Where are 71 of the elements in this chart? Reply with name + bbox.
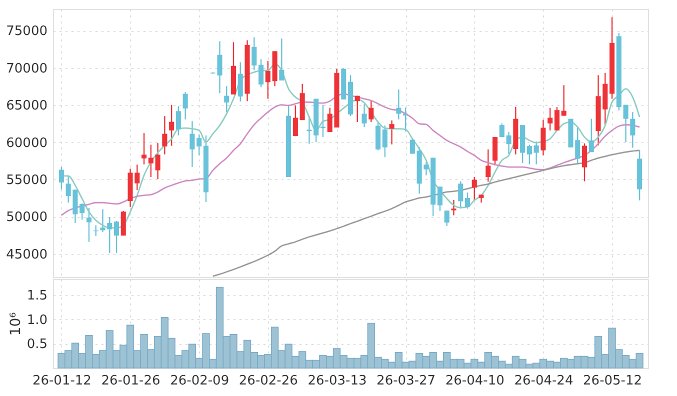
candlestick [389, 120, 394, 146]
candlestick [623, 104, 628, 143]
x-tick-label: 26-04-10 [445, 374, 504, 388]
y-tick-label: 0.5 [26, 337, 48, 352]
x-tick-label: 26-03-27 [376, 374, 436, 388]
candlestick [376, 121, 381, 151]
candlestick [148, 144, 154, 178]
candlestick [554, 106, 560, 132]
candlestick [58, 166, 64, 190]
candlestick [464, 192, 470, 210]
candlestick [582, 142, 588, 182]
candlestick [169, 104, 174, 146]
candlestick [182, 92, 188, 120]
candlestick [396, 88, 402, 120]
candlestick [588, 118, 594, 153]
candlestick [437, 186, 442, 212]
candlestick [362, 104, 367, 128]
candlestick [190, 120, 195, 168]
candlestick [238, 62, 243, 102]
candlestick [120, 210, 126, 236]
candlestick [80, 202, 85, 220]
candlestick [155, 142, 160, 180]
candlestick [548, 107, 553, 132]
line-series [60, 93, 640, 216]
candlestick [86, 207, 92, 242]
candlestick [382, 124, 388, 158]
x-tick-label: 26-02-26 [238, 374, 298, 388]
y-tick-label: 60000 [6, 136, 48, 151]
candlestick [540, 119, 546, 156]
candlestick [458, 180, 464, 210]
candlestick [486, 148, 491, 182]
candlestick [472, 176, 477, 201]
candlestick [506, 131, 512, 155]
y-tick-label: 1.5 [26, 288, 48, 304]
candlestick [354, 95, 360, 123]
candlestick [162, 116, 168, 155]
candlestick [368, 100, 374, 123]
x-tick-label: 26-02-09 [170, 374, 230, 388]
y-tick-label: 45000 [6, 247, 48, 262]
candlestick [526, 144, 532, 165]
candlestick [142, 132, 147, 165]
candlestick [292, 104, 298, 137]
candlestick [499, 122, 504, 138]
candlestick [252, 36, 257, 71]
y-tick-label: 50000 [6, 210, 48, 226]
x-tick-label: 26-01-12 [32, 374, 92, 388]
candlestick [258, 58, 264, 88]
y-tick-label: 65000 [6, 98, 48, 114]
y-tick-label: 70000 [6, 61, 48, 76]
x-tick-label: 26-03-13 [308, 374, 367, 388]
candlestick [534, 140, 539, 165]
candlestick [444, 210, 450, 227]
candlestick [265, 60, 270, 100]
y-tick-label: 1.0 [26, 312, 48, 328]
candlestick [403, 106, 408, 132]
candlestick [492, 136, 498, 166]
candlestick [630, 112, 636, 148]
candlestick [561, 84, 566, 116]
y-tick-label: 55000 [6, 172, 48, 188]
y-axis-title: 10⁶ [8, 312, 24, 336]
x-tick-label: 26-05-12 [583, 374, 642, 388]
candlestick [176, 106, 181, 136]
candlestick [196, 134, 202, 156]
candlestick [224, 86, 230, 113]
candlestick [114, 220, 120, 254]
candlestick [451, 199, 456, 216]
candlestick [306, 116, 312, 144]
x-tick-label: 26-04-24 [514, 374, 574, 388]
x-tick-label: 26-01-26 [101, 374, 160, 388]
candlestick [279, 38, 284, 82]
y-tick-label: 75000 [6, 24, 48, 40]
